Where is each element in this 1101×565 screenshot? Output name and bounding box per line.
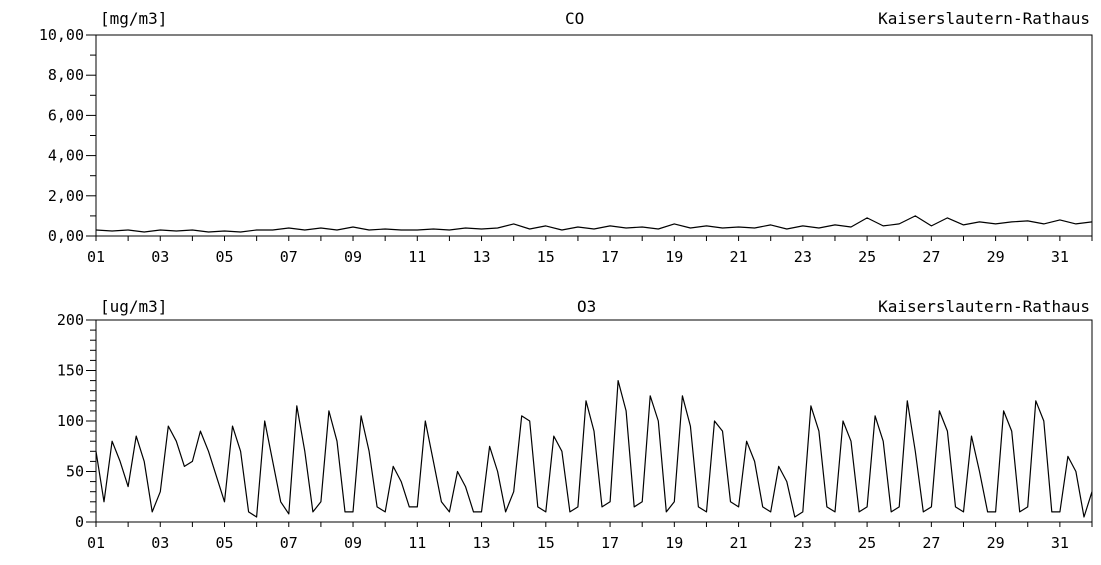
co-y-tick-label: 10,00 [39, 26, 84, 44]
o3-y-tick-label: 50 [66, 463, 84, 481]
o3-x-tick-label: 11 [408, 534, 426, 552]
o3-x-tick-label: 05 [215, 534, 233, 552]
co-x-tick-label: 21 [730, 248, 748, 266]
o3-y-tick-label: 200 [57, 311, 84, 329]
co-x-tick-label: 15 [537, 248, 555, 266]
o3-unit-label: [ug/m3] [100, 297, 167, 316]
o3-title: O3 [577, 297, 596, 316]
o3-x-tick-label: 17 [601, 534, 619, 552]
o3-x-tick-label: 03 [151, 534, 169, 552]
co-x-tick-label: 03 [151, 248, 169, 266]
co-x-tick-label: 07 [280, 248, 298, 266]
co-station-label: Kaiserslautern-Rathaus [878, 9, 1090, 28]
o3-x-tick-label: 29 [987, 534, 1005, 552]
co-unit-label: [mg/m3] [100, 9, 167, 28]
co-title: CO [565, 9, 584, 28]
o3-y-tick-label: 100 [57, 412, 84, 430]
o3-x-axis: 01 03 05 07 09 11 13 15 17 19 21 23 25 27 29 31 [87, 522, 1093, 552]
co-y-axis: 0,00 2,00 4,00 6,00 8,00 10,00 [39, 26, 96, 245]
co-x-tick-label: 17 [601, 248, 619, 266]
o3-x-tick-label: 31 [1051, 534, 1069, 552]
o3-x-tick-label: 21 [730, 534, 748, 552]
co-y-tick-label: 8,00 [48, 66, 84, 84]
co-y-tick-label: 2,00 [48, 187, 84, 205]
co-y-tick-label: 0,00 [48, 227, 84, 245]
o3-x-tick-label: 09 [344, 534, 362, 552]
co-x-tick-label: 09 [344, 248, 362, 266]
co-x-tick-label: 11 [408, 248, 426, 266]
co-x-tick-label: 25 [858, 248, 876, 266]
o3-x-tick-label: 19 [665, 534, 683, 552]
o3-x-tick-label: 25 [858, 534, 876, 552]
o3-y-axis: 0 50 100 150 200 [57, 311, 96, 531]
co-x-tick-label: 13 [473, 248, 491, 266]
o3-x-tick-label: 15 [537, 534, 555, 552]
o3-station-label: Kaiserslautern-Rathaus [878, 297, 1090, 316]
o3-x-tick-label: 01 [87, 534, 105, 552]
co-y-tick-label: 4,00 [48, 147, 84, 165]
o3-y-tick-label: 0 [75, 513, 84, 531]
co-x-tick-label: 29 [987, 248, 1005, 266]
o3-x-tick-label: 07 [280, 534, 298, 552]
co-x-tick-label: 31 [1051, 248, 1069, 266]
o3-x-tick-label: 27 [922, 534, 940, 552]
co-x-tick-label: 19 [665, 248, 683, 266]
co-x-tick-label: 01 [87, 248, 105, 266]
co-y-tick-label: 6,00 [48, 106, 84, 124]
o3-chart: [ug/m3] O3 Kaiserslautern-Rathaus 050100… [57, 297, 1093, 552]
o3-x-tick-label: 23 [794, 534, 812, 552]
co-series-line [95, 215, 1093, 233]
co-x-tick-label: 27 [922, 248, 940, 266]
co-x-tick-label: 23 [794, 248, 812, 266]
co-x-tick-label: 05 [215, 248, 233, 266]
o3-y-tick-label: 150 [57, 362, 84, 380]
o3-series-line [95, 380, 1093, 518]
o3-x-tick-label: 13 [473, 534, 491, 552]
co-series-group [95, 215, 1093, 233]
co-chart: [mg/m3] CO Kaiserslautern-Rathaus 0,00 2,… [39, 9, 1093, 266]
o3-series-group [95, 380, 1093, 518]
co-plot-frame [95, 34, 1093, 237]
co-x-axis: 01 03 05 07 09 11 13 15 17 19 21 23 25 27 29 31 [87, 236, 1093, 266]
